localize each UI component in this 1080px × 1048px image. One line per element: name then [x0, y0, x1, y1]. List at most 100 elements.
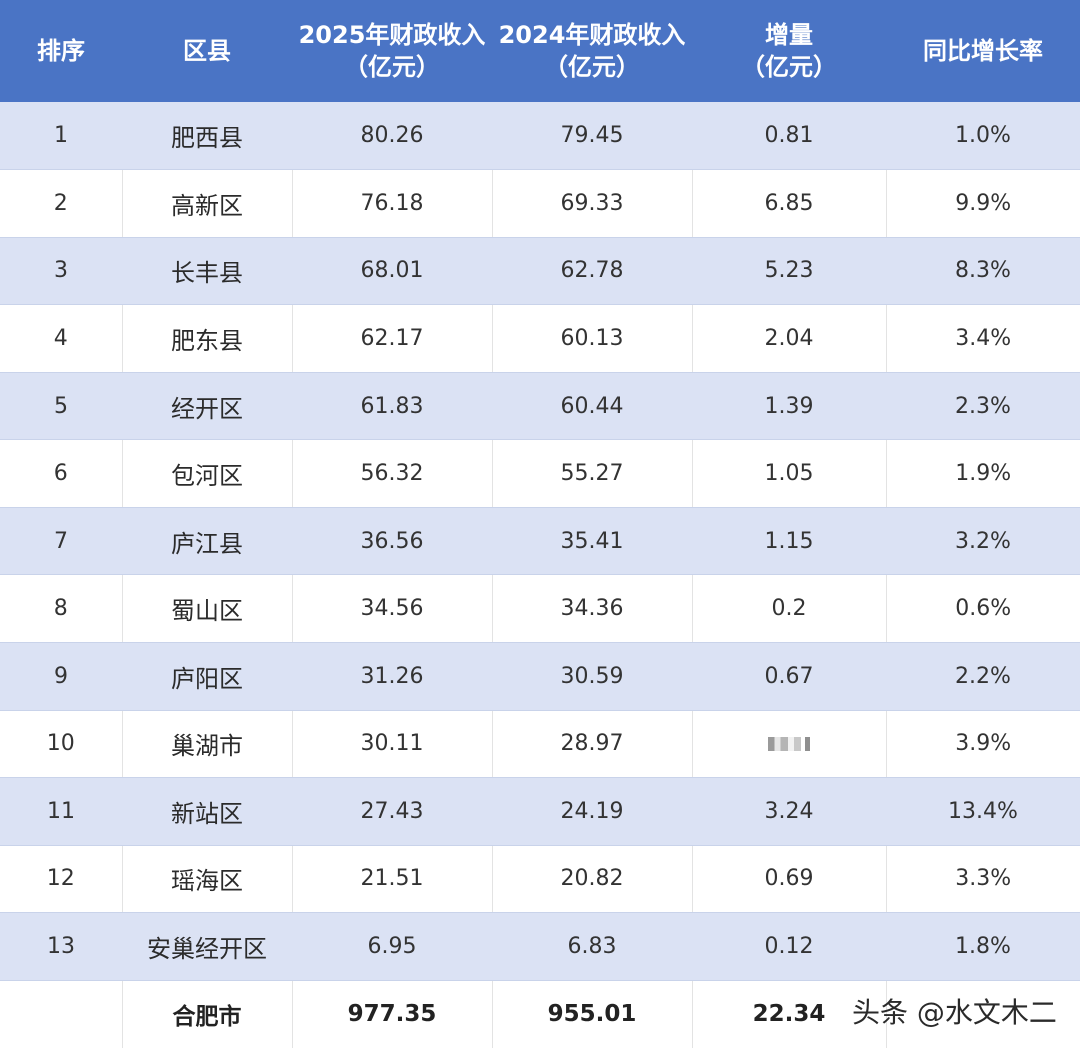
cell-district: 庐江县 — [122, 507, 292, 576]
table-row: 11 新站区 27.43 24.19 3.24 13.4% — [0, 777, 1080, 846]
total-district: 合肥市 — [121, 980, 292, 1048]
cell-district: 经开区 — [122, 372, 292, 441]
cell-revenue-2024: 62.78 — [492, 237, 692, 306]
cell-revenue-2024: 55.27 — [491, 439, 692, 508]
table-row: 5 经开区 61.83 60.44 1.39 2.3% — [0, 372, 1080, 441]
total-revenue-2025: 977.35 — [291, 980, 492, 1048]
cell-yoy: 3.2% — [886, 507, 1080, 576]
table-row: 13 安巢经开区 6.95 6.83 0.12 1.8% — [0, 912, 1080, 981]
header-revenue-2024: 2024年财政收入 （亿元） — [492, 0, 692, 102]
table-row: 8 蜀山区 34.56 34.36 0.2 0.6% — [0, 574, 1080, 643]
cell-yoy: 8.3% — [886, 237, 1080, 306]
obscured-value-icon — [768, 737, 810, 752]
cell-revenue-2025: 76.18 — [291, 169, 492, 238]
table-row: 3 长丰县 68.01 62.78 5.23 8.3% — [0, 237, 1080, 306]
table-header-row: 排序 区县 2025年财政收入 （亿元） 2024年财政收入 （亿元） 增量 （… — [0, 0, 1080, 102]
cell-rank: 9 — [0, 642, 122, 711]
cell-increase: 1.39 — [692, 372, 886, 441]
cell-increase: 0.2 — [691, 574, 886, 643]
total-increase: 22.34 — [691, 980, 886, 1048]
header-revenue-2025: 2025年财政收入 （亿元） — [292, 0, 492, 102]
cell-revenue-2024: 28.97 — [491, 710, 692, 779]
header-increase-unit: （亿元） — [741, 53, 837, 81]
cell-revenue-2024: 6.83 — [492, 912, 692, 981]
cell-rank: 8 — [0, 574, 122, 643]
cell-yoy: 0.6% — [885, 574, 1080, 643]
header-increase-title: 增量 — [765, 21, 813, 49]
header-district: 区县 — [183, 37, 231, 65]
cell-increase: 2.04 — [691, 304, 886, 373]
cell-yoy: 1.9% — [885, 439, 1080, 508]
cell-district: 庐阳区 — [122, 642, 292, 711]
cell-revenue-2024: 20.82 — [491, 845, 692, 914]
cell-yoy: 1.0% — [886, 102, 1080, 171]
cell-revenue-2025: 68.01 — [292, 237, 492, 306]
cell-rank: 11 — [0, 777, 122, 846]
table-row: 7 庐江县 36.56 35.41 1.15 3.2% — [0, 507, 1080, 576]
cell-revenue-2024: 35.41 — [492, 507, 692, 576]
cell-increase: 0.67 — [692, 642, 886, 711]
cell-revenue-2025: 30.11 — [291, 710, 492, 779]
table-row: 9 庐阳区 31.26 30.59 0.67 2.2% — [0, 642, 1080, 711]
cell-revenue-2025: 56.32 — [291, 439, 492, 508]
cell-district: 瑶海区 — [121, 845, 292, 914]
total-row: 合肥市 977.35 955.01 22.34 — [0, 980, 1080, 1048]
cell-yoy: 3.3% — [885, 845, 1080, 914]
header-revenue-2024-unit: （亿元） — [544, 53, 640, 81]
header-revenue-2025-title: 2025年财政收入 — [298, 21, 486, 49]
cell-rank: 13 — [0, 912, 122, 981]
cell-revenue-2024: 60.13 — [491, 304, 692, 373]
total-yoy — [885, 980, 1080, 1048]
cell-yoy: 13.4% — [886, 777, 1080, 846]
cell-rank: 3 — [0, 237, 122, 306]
cell-revenue-2024: 24.19 — [492, 777, 692, 846]
cell-yoy: 1.8% — [886, 912, 1080, 981]
cell-revenue-2025: 61.83 — [292, 372, 492, 441]
header-revenue-2024-title: 2024年财政收入 — [498, 21, 686, 49]
cell-rank — [0, 980, 122, 1048]
header-rank: 排序 — [37, 37, 85, 65]
cell-district: 高新区 — [121, 169, 292, 238]
cell-revenue-2025: 62.17 — [291, 304, 492, 373]
table-row: 2 高新区 76.18 69.33 6.85 9.9% — [0, 169, 1080, 238]
table-row: 10 巢湖市 30.11 28.97 3.9% — [0, 710, 1080, 779]
cell-revenue-2025: 31.26 — [292, 642, 492, 711]
cell-increase: 1.15 — [692, 507, 886, 576]
cell-increase: 0.69 — [691, 845, 886, 914]
cell-revenue-2024: 69.33 — [491, 169, 692, 238]
cell-revenue-2025: 34.56 — [291, 574, 492, 643]
cell-revenue-2025: 36.56 — [292, 507, 492, 576]
watermark-label: 头条 @水文木二 — [852, 996, 1057, 1029]
total-revenue-2024: 955.01 — [491, 980, 692, 1048]
cell-revenue-2025: 21.51 — [291, 845, 492, 914]
table-row: 1 肥西县 80.26 79.45 0.81 1.0% — [0, 102, 1080, 171]
cell-increase: 5.23 — [692, 237, 886, 306]
cell-district: 安巢经开区 — [122, 912, 292, 981]
table-row: 4 肥东县 62.17 60.13 2.04 3.4% — [0, 304, 1080, 373]
cell-revenue-2025: 6.95 — [292, 912, 492, 981]
cell-yoy: 2.3% — [886, 372, 1080, 441]
cell-increase: 3.24 — [692, 777, 886, 846]
cell-rank: 7 — [0, 507, 122, 576]
cell-yoy: 3.4% — [885, 304, 1080, 373]
cell-increase: 6.85 — [691, 169, 886, 238]
cell-rank: 10 — [0, 710, 122, 779]
cell-yoy: 3.9% — [885, 710, 1080, 779]
header-yoy-growth: 同比增长率 — [923, 37, 1043, 65]
cell-district: 蜀山区 — [121, 574, 292, 643]
cell-rank: 5 — [0, 372, 122, 441]
cell-district: 新站区 — [122, 777, 292, 846]
cell-rank: 1 — [0, 102, 122, 171]
cell-revenue-2024: 34.36 — [491, 574, 692, 643]
cell-district: 长丰县 — [122, 237, 292, 306]
cell-increase: 0.81 — [692, 102, 886, 171]
cell-rank: 2 — [0, 169, 122, 238]
cell-yoy: 2.2% — [886, 642, 1080, 711]
cell-rank: 12 — [0, 845, 122, 914]
cell-increase: 0.12 — [692, 912, 886, 981]
cell-revenue-2024: 30.59 — [492, 642, 692, 711]
cell-increase — [691, 710, 886, 779]
table-row: 6 包河区 56.32 55.27 1.05 1.9% — [0, 439, 1080, 508]
cell-rank: 4 — [0, 304, 122, 373]
